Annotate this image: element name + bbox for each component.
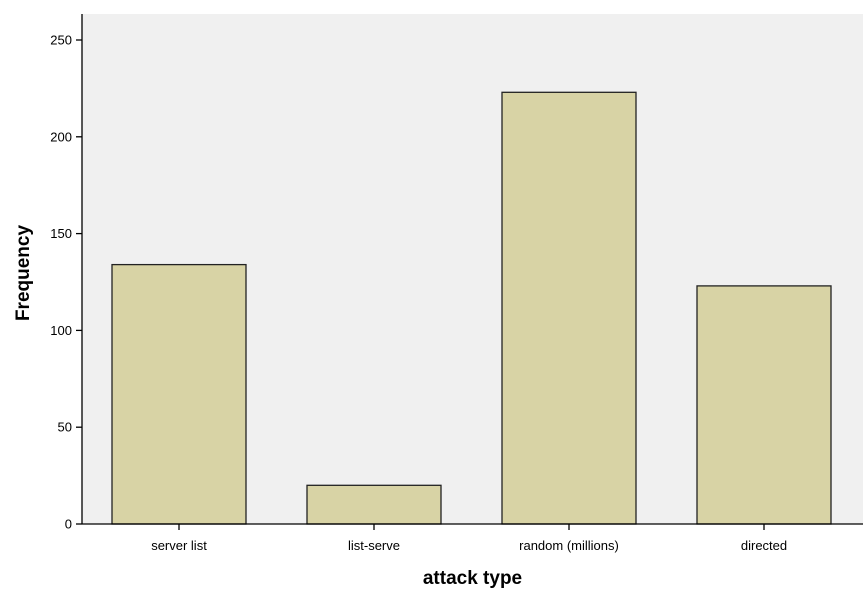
y-tick-label: 250 — [50, 33, 72, 48]
y-tick-label: 0 — [65, 517, 72, 532]
bar-directed — [696, 285, 832, 525]
x-tick-label: list-serve — [348, 538, 400, 553]
y-tick-label: 100 — [50, 323, 72, 338]
x-tick-label: random (millions) — [519, 538, 619, 553]
y-tick-label: 200 — [50, 129, 72, 144]
x-axis-title: attack type — [423, 568, 522, 589]
bar-random-millions — [501, 91, 637, 525]
y-axis-title: Frequency — [13, 225, 34, 322]
bar-server-list — [111, 263, 247, 525]
x-tick-label: directed — [741, 538, 787, 553]
bars-layer — [111, 91, 832, 525]
bar-list-serve — [306, 484, 442, 525]
axes-layer: 0 50 100 150 200 250 server list list-serve rand… — [50, 14, 863, 553]
x-tick-label: server list — [151, 538, 207, 553]
y-tick-label: 50 — [58, 420, 72, 435]
y-tick-label: 150 — [50, 226, 72, 241]
